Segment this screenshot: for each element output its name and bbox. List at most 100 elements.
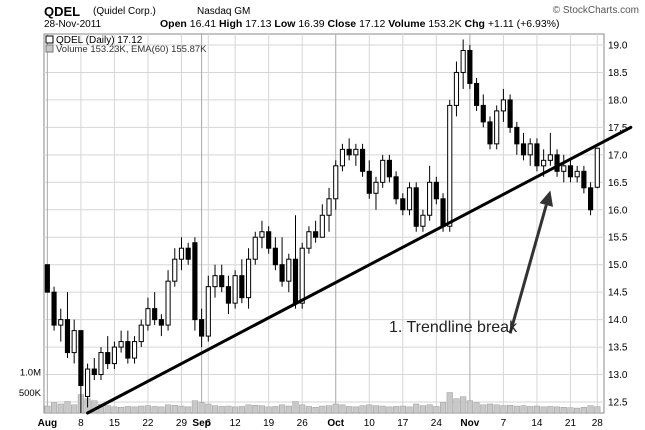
candle-body — [71, 330, 77, 354]
candlesticks — [44, 39, 600, 413]
volume-bar — [272, 406, 279, 414]
volume-bar — [540, 406, 547, 414]
volume-bar — [191, 400, 198, 414]
open-label: Open — [160, 18, 187, 30]
x-tick-label: 12 — [230, 418, 242, 429]
ticker-symbol: QDEL — [44, 4, 81, 19]
volume-bar — [352, 406, 359, 414]
volume-bar — [218, 406, 225, 414]
candle-body — [554, 154, 560, 172]
candle-body — [272, 247, 278, 266]
volume-bar — [279, 404, 286, 414]
arrow-head — [539, 190, 554, 207]
candle-body — [205, 286, 211, 337]
x-tick-label: 10 — [364, 418, 376, 429]
volume-bar — [312, 407, 319, 414]
candle-body — [145, 308, 151, 326]
candle-body — [111, 346, 117, 365]
x-tick-label: Nov — [460, 418, 479, 429]
volume-bar — [178, 405, 185, 414]
candle-body — [333, 165, 339, 200]
candle-body — [500, 99, 506, 112]
volume-bar — [553, 406, 561, 414]
volume-bar — [433, 406, 440, 414]
volume-bar — [480, 404, 487, 414]
volume-bar — [205, 403, 212, 414]
volume-bar — [527, 406, 534, 414]
volume-bar — [547, 406, 554, 414]
volume-bar — [258, 405, 266, 414]
candle-body — [547, 154, 553, 161]
volume-bar — [185, 406, 192, 414]
x-tick-label: Aug — [38, 418, 57, 429]
volume-bar — [44, 405, 51, 414]
y-tick-label: 17.5 — [608, 123, 628, 134]
annotation-label: 1. Trendline break — [389, 319, 518, 336]
candle-body — [105, 352, 111, 365]
candle-body — [473, 82, 480, 106]
volume-bar — [366, 404, 373, 414]
candle-body — [125, 341, 131, 359]
candle-body — [239, 275, 245, 299]
candle-body — [212, 275, 218, 288]
quote-date: 28-Nov-2011 — [44, 19, 102, 30]
volume-bar — [486, 403, 494, 414]
x-tick-label: 29 — [176, 418, 188, 429]
company-name: (Quidel Corp.) — [93, 6, 156, 17]
volume-bar — [520, 405, 527, 414]
candle-body — [494, 110, 500, 145]
volume-bar — [446, 392, 453, 414]
candle-body — [520, 143, 527, 156]
volume-bar — [299, 404, 306, 414]
volume-bar — [426, 404, 433, 414]
volume-bar — [393, 406, 400, 414]
legend: QDEL (Daily) 17.12 Volume 153.23K, EMA(6… — [45, 35, 207, 55]
candle-body — [561, 165, 567, 172]
volume-label: Volume — [388, 18, 426, 30]
y-tick-label: 18.5 — [608, 68, 628, 79]
candle-body — [279, 264, 285, 282]
candle-body — [158, 319, 164, 326]
candle-body — [386, 159, 392, 178]
candle-body — [252, 236, 258, 260]
candle-body — [413, 187, 419, 227]
candle-body — [393, 176, 399, 200]
candle-body — [85, 368, 91, 398]
volume-bar — [500, 405, 507, 414]
volume-bar — [57, 403, 64, 414]
x-tick-label: 24 — [431, 418, 443, 429]
volume-bar — [138, 405, 145, 414]
candle-body — [366, 170, 372, 194]
annotation-arrow — [508, 190, 554, 334]
trendline-segment — [86, 125, 633, 415]
volume-bar — [158, 406, 165, 414]
candle-body — [326, 198, 332, 216]
candle-body — [447, 104, 453, 227]
volume-bar — [567, 407, 574, 414]
candle-body — [138, 324, 144, 343]
volume-bar — [305, 406, 312, 414]
volume-bar — [379, 405, 386, 414]
close-label: Close — [327, 18, 357, 30]
volume-bar — [372, 405, 380, 414]
candle-body — [467, 49, 473, 84]
y-tick-label: 13.5 — [608, 343, 628, 354]
x-tick-label: 6 — [206, 418, 212, 429]
candle-body — [51, 291, 57, 326]
candle-body — [131, 341, 138, 359]
volume-tick-label: 1.0M — [20, 368, 41, 379]
trendline — [86, 125, 633, 415]
volume-bar — [413, 403, 420, 414]
candle-body — [78, 330, 84, 387]
candle-body — [514, 126, 520, 145]
candle-body — [420, 214, 426, 227]
candle-body — [199, 319, 205, 337]
candle-body — [534, 143, 540, 167]
candle-body — [292, 258, 299, 304]
chart-header: QDEL (Quidel Corp.) Nasdaq GM 28-Nov-201… — [0, 0, 645, 34]
volume-bar — [252, 404, 259, 414]
x-tick-label: 7 — [501, 418, 507, 429]
copyright-text: © StockCharts.com — [552, 5, 639, 16]
volume-value: 153.2K — [428, 18, 462, 30]
